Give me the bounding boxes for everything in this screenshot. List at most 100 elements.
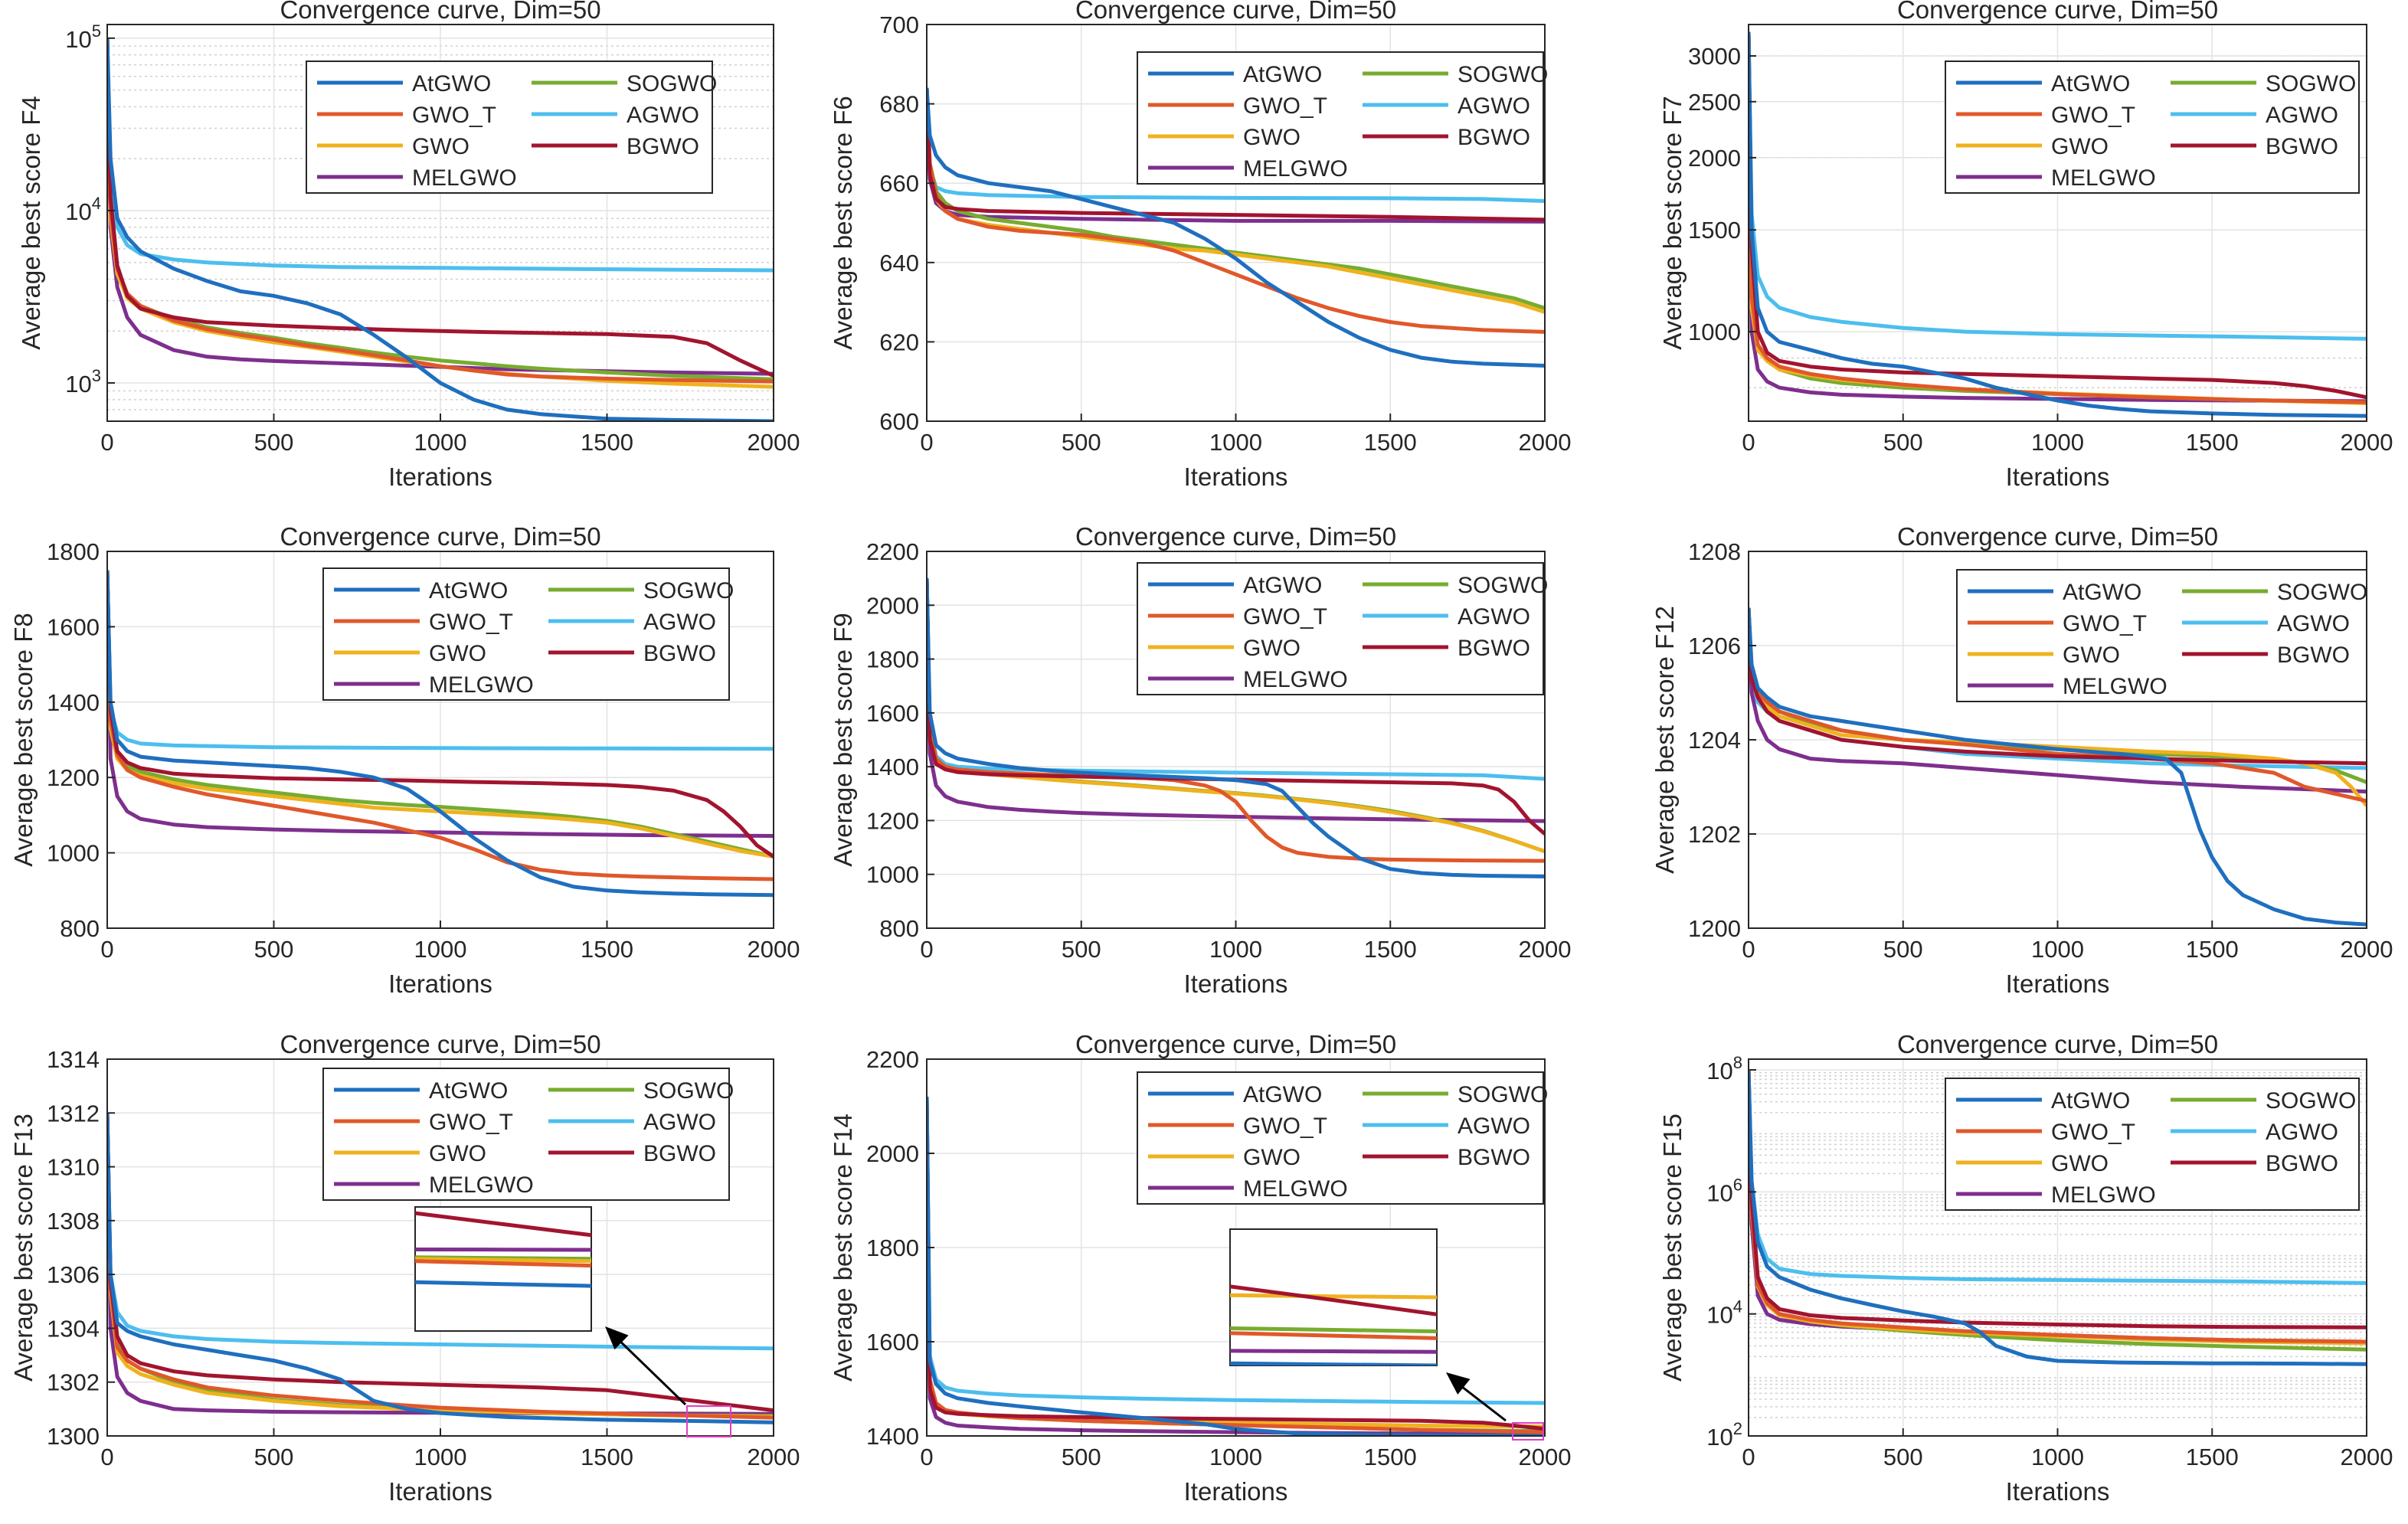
legend-label-MELGWO: MELGWO bbox=[2051, 165, 2156, 191]
legend: AtGWO SOGWO GWO_T AGWO GWO BGWO MELGWO bbox=[1956, 569, 2367, 702]
chart-title: Convergence curve, Dim=50 bbox=[280, 0, 600, 24]
x-tick-label: 500 bbox=[1062, 429, 1101, 456]
x-tick-label: 1000 bbox=[1209, 1444, 1262, 1470]
legend-label-GWO_T: GWO_T bbox=[429, 610, 513, 635]
y-tick-label: 1000 bbox=[866, 862, 919, 888]
x-tick-label: 0 bbox=[920, 1444, 933, 1470]
legend-label-SOGWO: SOGWO bbox=[627, 71, 717, 96]
x-tick-label: 2000 bbox=[1519, 936, 1572, 963]
inset-arrow-shaft bbox=[613, 1334, 687, 1406]
inset-line-GWO_T bbox=[1230, 1331, 1437, 1340]
x-tick-label: 0 bbox=[100, 1444, 113, 1470]
series-group bbox=[1749, 1069, 2367, 1366]
series-line-BGWO bbox=[107, 1113, 774, 1413]
y-axis-label: Average best score F13 bbox=[9, 1114, 38, 1382]
legend-label-GWO_T: GWO_T bbox=[429, 1110, 513, 1135]
inset-line-SOGWO bbox=[1230, 1326, 1437, 1333]
inset-arrow-head bbox=[605, 1326, 629, 1350]
x-tick-label: 1500 bbox=[581, 429, 633, 456]
legend-label-AtGWO: AtGWO bbox=[2063, 580, 2141, 605]
legend-label-BGWO: BGWO bbox=[643, 641, 716, 666]
inset-box bbox=[414, 1206, 592, 1332]
inset-line-BGWO bbox=[415, 1211, 591, 1238]
y-tick-label: 1800 bbox=[866, 646, 919, 673]
y-axis-label: Average best score F8 bbox=[9, 613, 38, 866]
legend: AtGWO SOGWO GWO_T AGWO GWO BGWO MELGWO bbox=[322, 567, 734, 701]
chart-title: Convergence curve, Dim=50 bbox=[1075, 522, 1396, 551]
y-tick-label: 1600 bbox=[866, 700, 919, 727]
x-tick-label: 1000 bbox=[414, 429, 467, 456]
legend-label-AGWO: AGWO bbox=[1458, 604, 1530, 630]
x-tick-label: 500 bbox=[1883, 429, 1923, 456]
y-tick-label: 800 bbox=[879, 915, 919, 942]
chart-panel-F13: 0 500 1000 1500 2000 1300 1302 1304 1306 1308 1310… bbox=[9, 1030, 800, 1506]
series-line-BGWO bbox=[107, 38, 774, 378]
x-tick-label: 1000 bbox=[2031, 1444, 2084, 1470]
y-tick-label: 620 bbox=[879, 329, 919, 355]
legend-label-MELGWO: MELGWO bbox=[429, 1172, 534, 1198]
legend-label-GWO: GWO bbox=[2063, 643, 2120, 668]
legend-label-GWO: GWO bbox=[2051, 1151, 2109, 1176]
series-line-MELGWO bbox=[1749, 607, 2367, 794]
x-axis-label: Iterations bbox=[1184, 463, 1288, 491]
y-tick-label: 1314 bbox=[47, 1046, 100, 1073]
chart-panel-F12: 0 500 1000 1500 2000 1200 1202 1204 1206 1208 Conv… bbox=[1651, 522, 2393, 998]
chart-panel-F14: 0 500 1000 1500 2000 1400 1600 1800 2000 2200 Conv… bbox=[829, 1030, 1571, 1506]
legend-label-AtGWO: AtGWO bbox=[1243, 62, 1322, 87]
y-axis-label: Average best score F15 bbox=[1658, 1114, 1687, 1382]
legend-label-AGWO: AGWO bbox=[2266, 103, 2338, 128]
series-line-GWO_T bbox=[927, 578, 1545, 863]
legend-label-MELGWO: MELGWO bbox=[1243, 156, 1348, 182]
series-group bbox=[107, 570, 774, 898]
legend: AtGWO SOGWO GWO_T AGWO GWO BGWO MELGWO bbox=[322, 1068, 734, 1201]
inset-arrow-head bbox=[1446, 1372, 1471, 1395]
x-tick-label: 1000 bbox=[1209, 429, 1262, 456]
y-tick-label: 1206 bbox=[1688, 633, 1741, 659]
x-tick-label: 1500 bbox=[2186, 429, 2239, 456]
y-tick-label: 1000 bbox=[47, 840, 100, 867]
y-tick-label: 1208 bbox=[1688, 538, 1741, 565]
zoom-region-marker bbox=[1512, 1422, 1544, 1441]
chart-title: Convergence curve, Dim=50 bbox=[1075, 1030, 1396, 1058]
series-line-GWO_T bbox=[1749, 31, 2367, 404]
legend-label-GWO: GWO bbox=[1243, 636, 1301, 661]
legend-label-SOGWO: SOGWO bbox=[2277, 580, 2367, 605]
legend-label-BGWO: BGWO bbox=[2266, 1151, 2338, 1176]
inset-line-AtGWO bbox=[415, 1280, 591, 1288]
inset-line-GWO_T bbox=[415, 1259, 591, 1268]
legend-label-BGWO: BGWO bbox=[1458, 125, 1530, 150]
x-tick-label: 1500 bbox=[1364, 936, 1417, 963]
inset-line-AtGWO bbox=[1230, 1361, 1437, 1365]
series-group bbox=[107, 1113, 774, 1424]
x-axis-label: Iterations bbox=[388, 463, 492, 491]
legend-label-SOGWO: SOGWO bbox=[643, 1078, 734, 1104]
y-tick-label: 106 bbox=[1706, 1175, 1742, 1206]
chart-panel-F8: 0 500 1000 1500 2000 800 1000 1200 1400 1600 1800 C… bbox=[9, 522, 800, 998]
legend-label-SOGWO: SOGWO bbox=[2266, 1088, 2356, 1114]
legend: AtGWO SOGWO GWO_T AGWO GWO BGWO MELGWO bbox=[1137, 1071, 1548, 1205]
legend-label-AtGWO: AtGWO bbox=[1243, 1082, 1322, 1107]
x-tick-label: 1000 bbox=[1209, 936, 1262, 963]
series-group bbox=[1749, 31, 2367, 418]
x-axis-label: Iterations bbox=[2006, 463, 2110, 491]
legend-label-SOGWO: SOGWO bbox=[643, 578, 734, 603]
series-line-AtGWO bbox=[1749, 607, 2367, 927]
y-tick-label: 1500 bbox=[1688, 217, 1741, 244]
y-axis-label: Average best score F9 bbox=[829, 613, 857, 866]
y-tick-label: 3000 bbox=[1688, 43, 1741, 70]
zoom-inset bbox=[1229, 1228, 1544, 1441]
legend-label-SOGWO: SOGWO bbox=[1458, 573, 1548, 598]
chart-panel-F9: 0 500 1000 1500 2000 800 1000 1200 1400 1600 1800 2… bbox=[829, 522, 1571, 998]
series-line-MELGWO bbox=[1749, 31, 2367, 404]
x-axis-label: Iterations bbox=[2006, 970, 2110, 998]
x-tick-label: 2000 bbox=[748, 936, 800, 963]
legend-label-BGWO: BGWO bbox=[1458, 636, 1530, 661]
y-tick-label: 1304 bbox=[47, 1315, 100, 1342]
x-tick-label: 2000 bbox=[2341, 1444, 2393, 1470]
y-tick-label: 1302 bbox=[47, 1369, 100, 1396]
chart-panel-F4: 0 500 1000 1500 2000 103 104 105 Convergence cur… bbox=[17, 0, 800, 491]
x-axis-label: Iterations bbox=[388, 1477, 492, 1506]
y-tick-label: 2200 bbox=[866, 538, 919, 565]
legend-label-MELGWO: MELGWO bbox=[2063, 674, 2168, 699]
